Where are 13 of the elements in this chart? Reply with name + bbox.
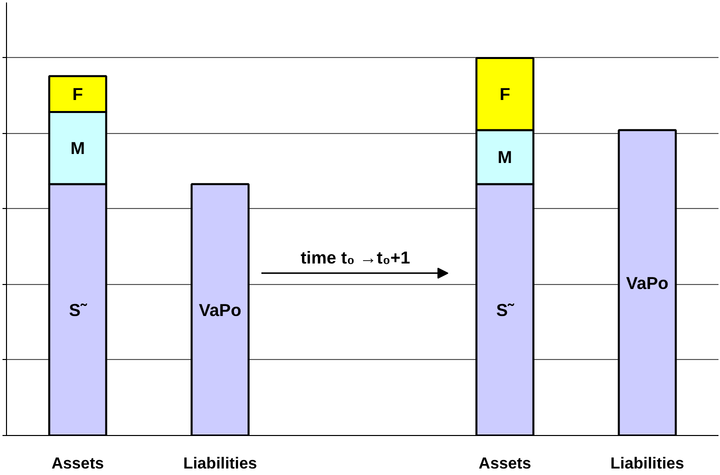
annotation: time t₀ →t₀+1 — [300, 248, 410, 268]
x-tick-label: Assets — [51, 456, 104, 472]
series-label: S˜ — [496, 300, 515, 320]
series-label: F — [72, 84, 83, 104]
x-tick-label: Assets — [478, 456, 532, 472]
series-label: M — [498, 147, 512, 168]
text: VaPo — [198, 300, 242, 320]
x-tick-label: Liabilities — [183, 456, 258, 472]
text: M — [70, 138, 85, 158]
series-label: VaPo — [626, 272, 668, 293]
text: F — [500, 84, 510, 104]
x-tick-label: Liabilities — [610, 456, 684, 472]
text: S˜ — [69, 300, 86, 320]
